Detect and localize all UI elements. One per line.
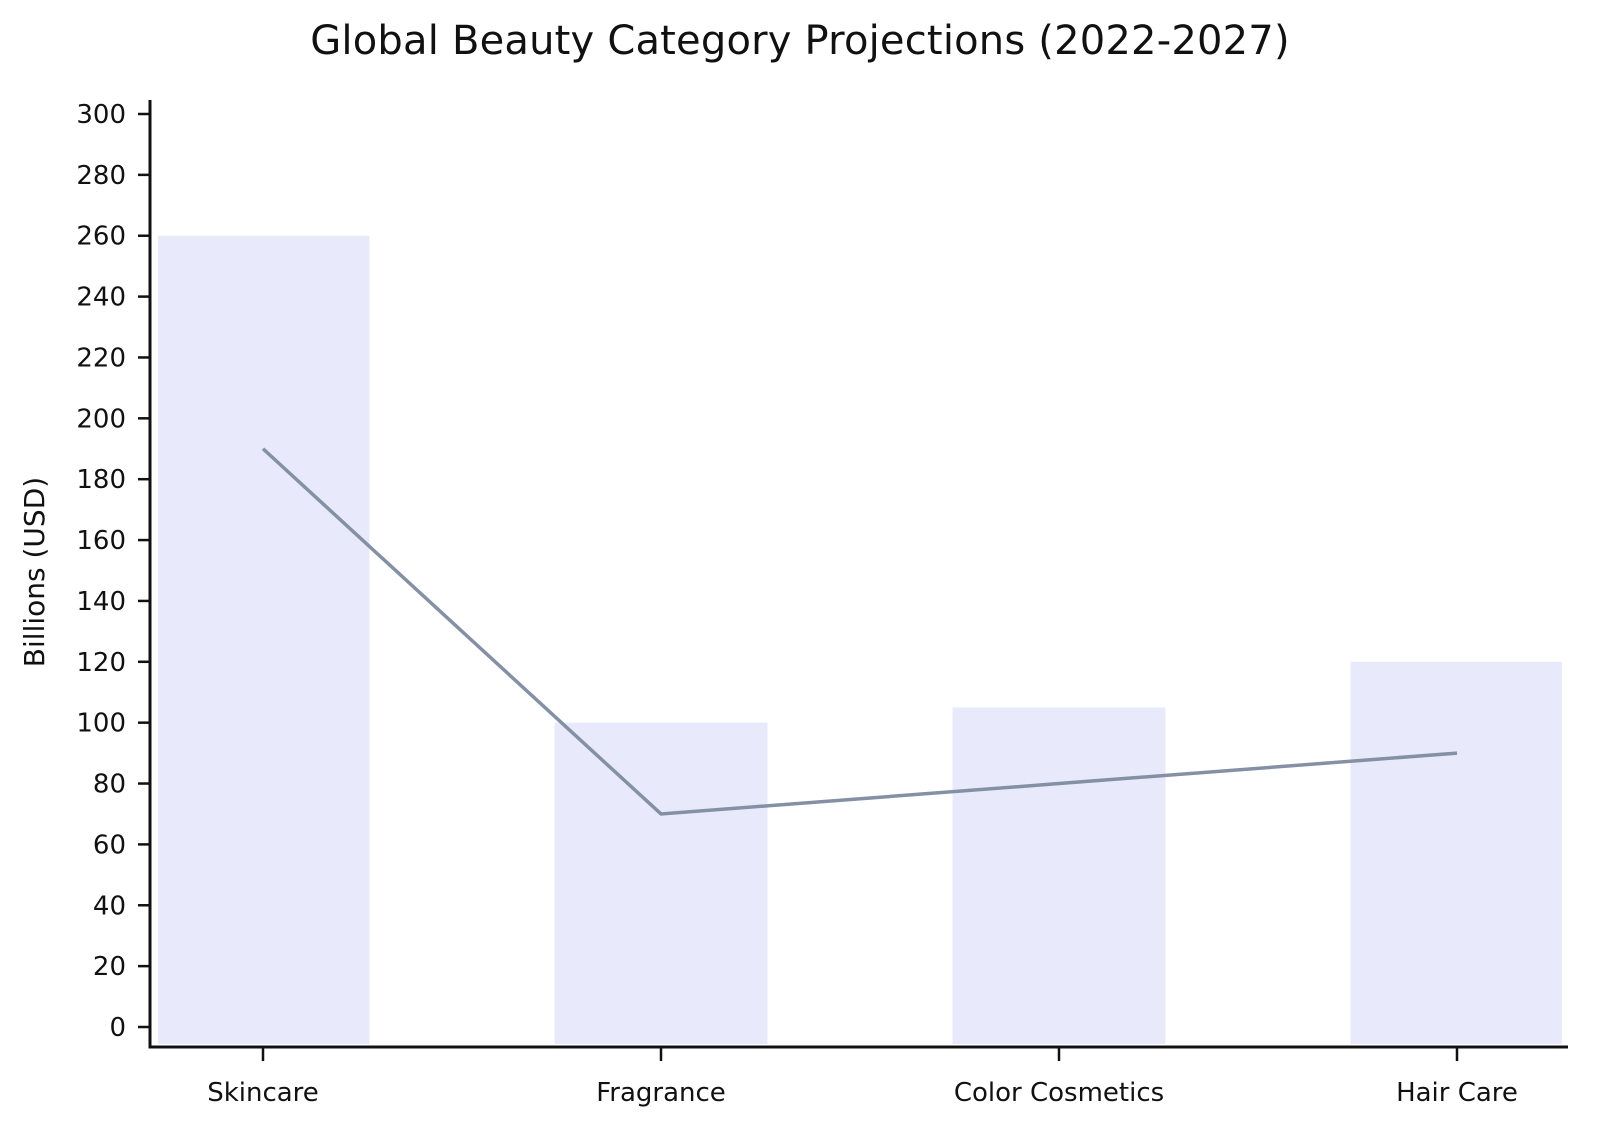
y-tick-label-0: 0 — [109, 1013, 126, 1043]
x-tick-label-hair-care: Hair Care — [1396, 1078, 1518, 1108]
y-tick-label-40: 40 — [93, 891, 126, 921]
chart-title: Global Beauty Category Projections (2022… — [310, 18, 1290, 64]
y-tick-label-280: 280 — [76, 161, 126, 191]
y-tick-label-300: 300 — [76, 100, 126, 130]
x-tick-label-color-cosmetics: Color Cosmetics — [954, 1078, 1164, 1108]
y-tick-label-240: 240 — [76, 283, 126, 313]
x-tick-label-fragrance: Fragrance — [596, 1078, 726, 1108]
y-tick-label-100: 100 — [76, 709, 126, 739]
bars-layer — [158, 235, 1562, 1044]
y-tick-label-140: 140 — [76, 587, 126, 617]
y-tick-label-220: 220 — [76, 343, 126, 373]
bar-fragrance — [554, 722, 768, 1044]
line-series — [261, 447, 1458, 816]
y-tick-label-120: 120 — [76, 648, 126, 678]
y-tick-label-200: 200 — [76, 404, 126, 434]
bar-hair-care — [1350, 661, 1562, 1044]
y-tick-label-60: 60 — [93, 830, 126, 860]
y-tick-label-260: 260 — [76, 222, 126, 252]
x-tick-label-skincare: Skincare — [207, 1078, 319, 1108]
y-axis-title: Billions (USD) — [18, 477, 51, 667]
bar-skincare — [158, 235, 370, 1044]
y-tick-label-180: 180 — [76, 465, 126, 495]
axes-layer: 0 20 40 60 80 100 120 140 160 180 200 220 240 260 280 3… — [76, 100, 1568, 1108]
y-tick-label-20: 20 — [93, 952, 126, 982]
bar-color-cosmetics — [952, 707, 1166, 1044]
line-layer — [261, 447, 1458, 816]
y-tick-label-160: 160 — [76, 526, 126, 556]
y-tick-label-80: 80 — [93, 770, 126, 800]
